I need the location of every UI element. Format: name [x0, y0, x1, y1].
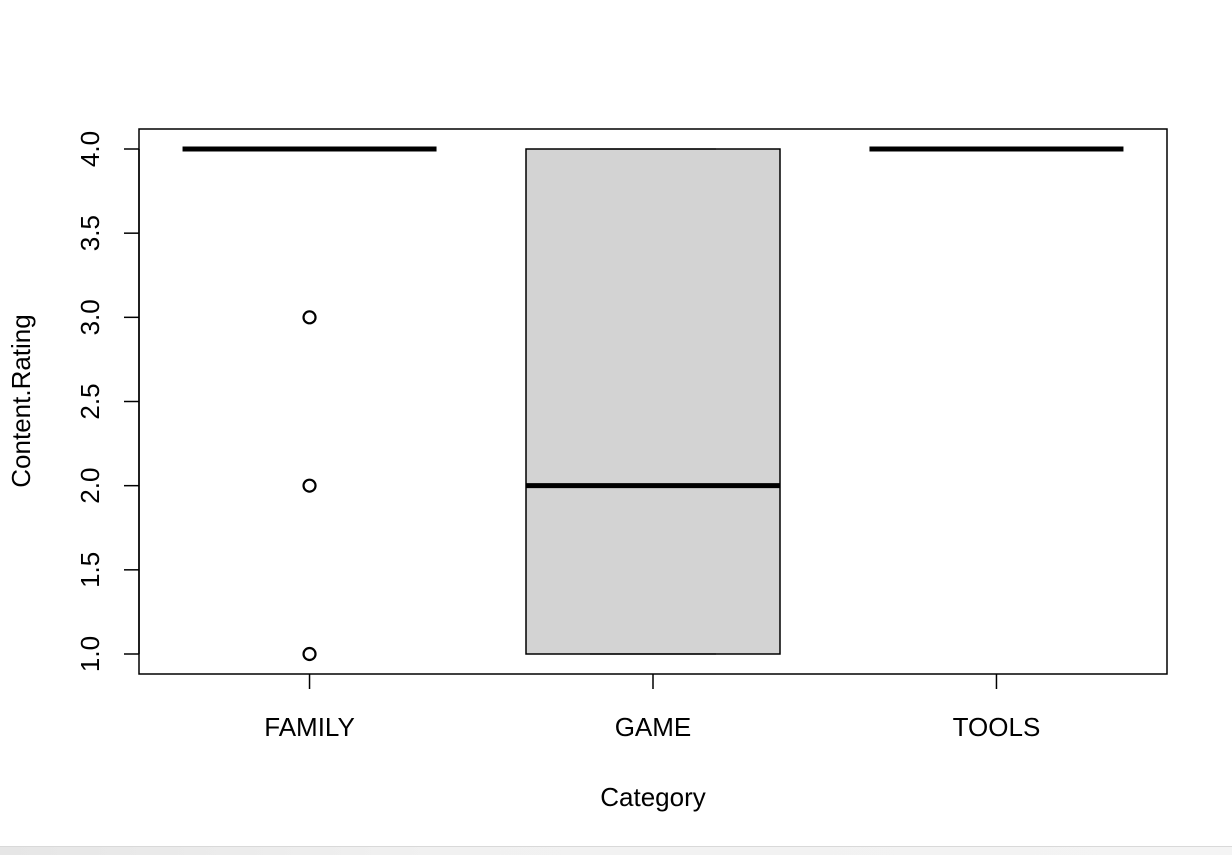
- y-tick-label: 1.0: [75, 636, 105, 672]
- x-axis: FAMILY GAME TOOLS: [264, 674, 1040, 742]
- x-tick-label-tools: TOOLS: [953, 712, 1041, 742]
- x-axis-title: Category: [600, 782, 706, 812]
- box-body-game: [526, 149, 780, 654]
- y-tick-label: 3.5: [75, 215, 105, 251]
- y-tick-label: 1.5: [75, 552, 105, 588]
- outlier-point-family: [304, 648, 316, 660]
- outlier-point-family: [304, 311, 316, 323]
- y-axis-title: Content.Rating: [6, 314, 36, 487]
- boxes-layer: [183, 149, 1124, 660]
- y-axis: 1.0 1.5 2.0 2.5 3.0 3.5 4.0: [75, 131, 139, 672]
- box-game: [526, 149, 780, 654]
- y-tick-label: 2.0: [75, 468, 105, 504]
- y-tick-label: 2.5: [75, 383, 105, 419]
- box-family: [183, 149, 437, 660]
- y-tick-label: 4.0: [75, 131, 105, 167]
- x-tick-label-family: FAMILY: [264, 712, 355, 742]
- outlier-point-family: [304, 480, 316, 492]
- x-tick-label-game: GAME: [615, 712, 692, 742]
- y-tick-label: 3.0: [75, 299, 105, 335]
